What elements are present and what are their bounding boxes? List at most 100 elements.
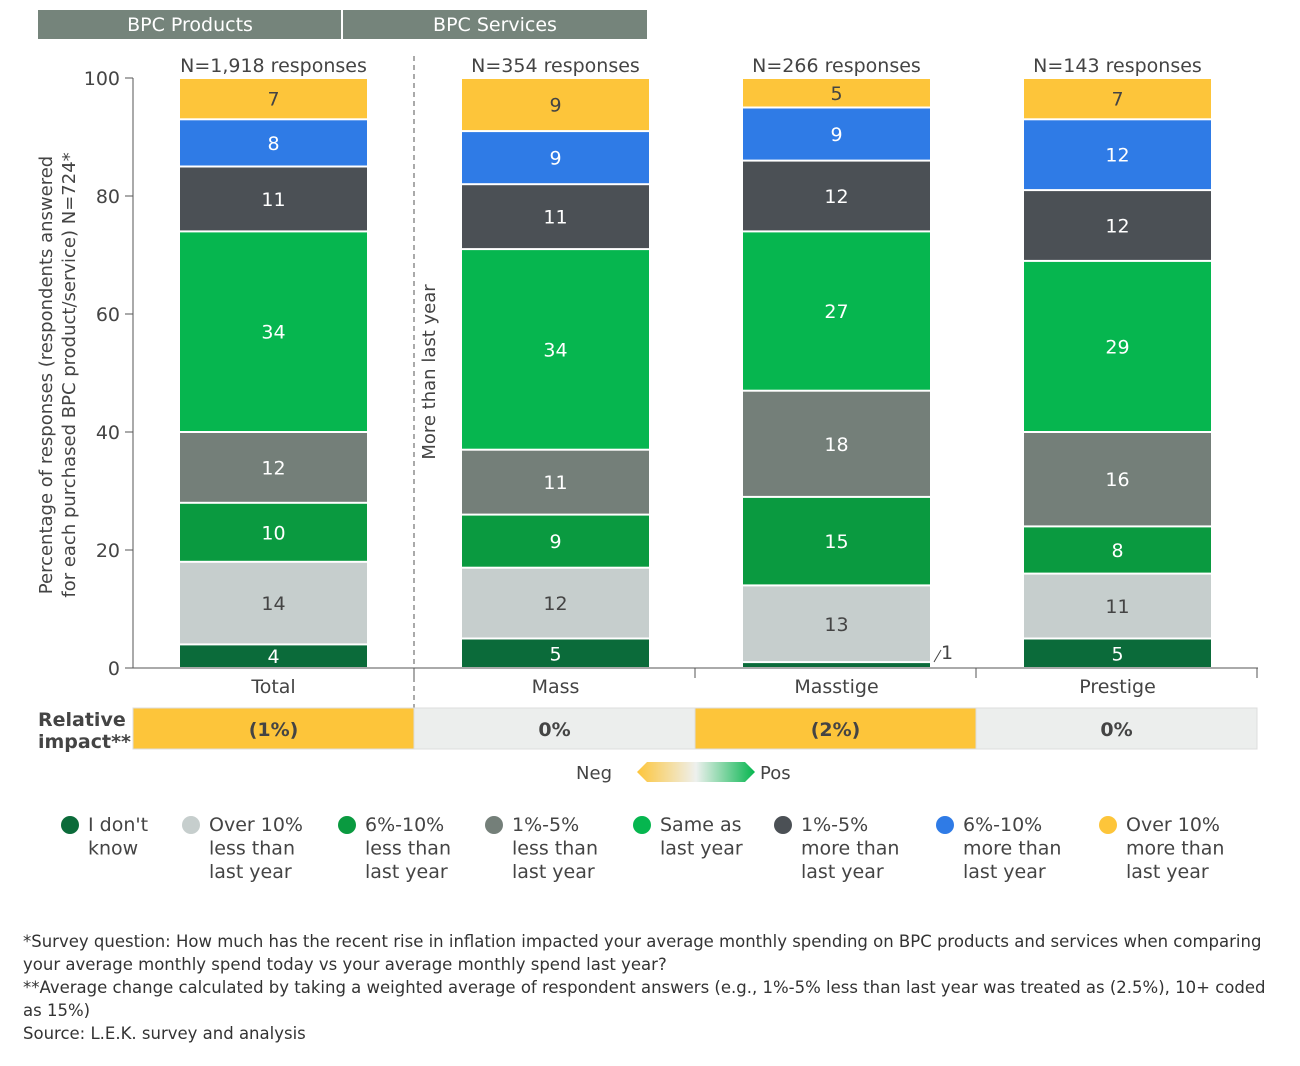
bar-segment <box>743 391 930 496</box>
data-label: 8 <box>1111 540 1123 562</box>
bar-segment <box>180 645 367 667</box>
legend-label: 6%-10% <box>963 814 1042 836</box>
bar-segment <box>462 132 649 184</box>
data-label: 13 <box>824 614 848 636</box>
bar-segment <box>1024 120 1211 190</box>
relative-impact-value: 0% <box>1100 719 1132 741</box>
legend-label: less than <box>365 838 451 860</box>
data-label: 10 <box>261 522 285 544</box>
bar-segment <box>462 450 649 514</box>
legend-swatch <box>936 816 954 834</box>
bar-segment <box>462 515 649 567</box>
bar-segment <box>743 586 930 662</box>
data-label: 12 <box>824 186 848 208</box>
data-label: 16 <box>1105 469 1129 491</box>
bar-segment <box>180 503 367 561</box>
y-tick-label: 60 <box>96 304 120 326</box>
average-change-note: **Average change calculated by taking a … <box>23 978 1266 1020</box>
bar-segment <box>1024 574 1211 638</box>
bar-segment <box>462 639 649 667</box>
data-label: 9 <box>549 148 561 170</box>
bar-segment <box>1024 433 1211 526</box>
legend-label: more than <box>963 838 1061 860</box>
y-tick-label: 20 <box>96 540 120 562</box>
group-header-services <box>343 10 647 39</box>
data-label: 12 <box>1105 216 1129 238</box>
relative-impact-label-line1: Relative <box>38 709 126 731</box>
category-label: Mass <box>532 676 580 698</box>
category-label: Total <box>250 676 295 698</box>
data-label: 5 <box>1111 643 1123 665</box>
bar-segment <box>180 120 367 166</box>
bar-segment <box>462 79 649 131</box>
y-axis-label-line1: Percentage of responses (respondents ans… <box>36 156 57 594</box>
legend-label: Over 10% <box>209 814 303 836</box>
data-label: 12 <box>543 593 567 615</box>
bar-segment <box>180 79 367 119</box>
bar-segment <box>462 568 649 638</box>
legend-label: know <box>88 838 138 860</box>
category-label: Prestige <box>1079 676 1156 698</box>
bar-segment <box>743 497 930 585</box>
data-label: 9 <box>549 531 561 553</box>
data-label: 18 <box>824 434 848 456</box>
data-label: 12 <box>1105 145 1129 167</box>
bar-segment <box>180 562 367 644</box>
stacked-bar-chart: BPC Products BPC Services Percentage of … <box>36 10 1258 883</box>
bar-segment <box>743 161 930 231</box>
data-label: 14 <box>261 593 285 615</box>
n-responses-label: N=266 responses <box>752 55 921 77</box>
legend-swatch <box>774 816 792 834</box>
relative-impact-cell <box>413 707 696 750</box>
legend-label: I don't <box>88 814 148 836</box>
n-responses-label: N=143 responses <box>1033 55 1202 77</box>
y-tick-label: 80 <box>96 186 120 208</box>
n-responses-label: N=1,918 responses <box>180 55 367 77</box>
data-label: 29 <box>1105 336 1129 358</box>
relative-impact-value: (1%) <box>249 719 299 741</box>
legend-label: more than <box>801 838 899 860</box>
divider-label: More than last year <box>419 284 440 460</box>
bar-segment <box>1024 261 1211 431</box>
data-label: 12 <box>261 457 285 479</box>
legend-label: last year <box>512 861 595 883</box>
relative-impact-value: (2%) <box>811 719 861 741</box>
bar-segment <box>743 79 930 107</box>
legend-label: last year <box>365 861 448 883</box>
legend-label: last year <box>209 861 292 883</box>
data-label: 7 <box>1111 89 1123 111</box>
data-label: 8 <box>267 133 279 155</box>
bar-segment <box>743 232 930 390</box>
legend-label: last year <box>963 861 1046 883</box>
data-label: 11 <box>543 472 567 494</box>
legend-label: 1%-5% <box>512 814 579 836</box>
group-header-products-label: BPC Products <box>127 14 253 36</box>
data-label: 9 <box>549 95 561 117</box>
scale-pos-label: Pos <box>760 763 791 784</box>
legend-label: Same as <box>660 814 741 836</box>
data-label: 4 <box>267 646 279 668</box>
bar-segment <box>1024 79 1211 119</box>
data-label: 11 <box>543 207 567 229</box>
legend-label: 6%-10% <box>365 814 444 836</box>
data-label: 1 <box>941 642 953 664</box>
legend-swatch <box>182 816 200 834</box>
y-tick-label: 0 <box>108 658 120 680</box>
legend-swatch <box>338 816 356 834</box>
legend-label: Over 10% <box>1126 814 1220 836</box>
data-label: 7 <box>267 89 279 111</box>
survey-question-note: *Survey question: How much has the recen… <box>23 932 1262 974</box>
data-label: 11 <box>261 189 285 211</box>
bar-segment <box>180 167 367 231</box>
legend-swatch <box>485 816 503 834</box>
data-label: 11 <box>1105 596 1129 618</box>
legend-swatch <box>633 816 651 834</box>
neg-pos-gradient-arrow <box>637 762 755 782</box>
bar-segment <box>1024 639 1211 667</box>
relative-impact-cell <box>132 707 415 750</box>
